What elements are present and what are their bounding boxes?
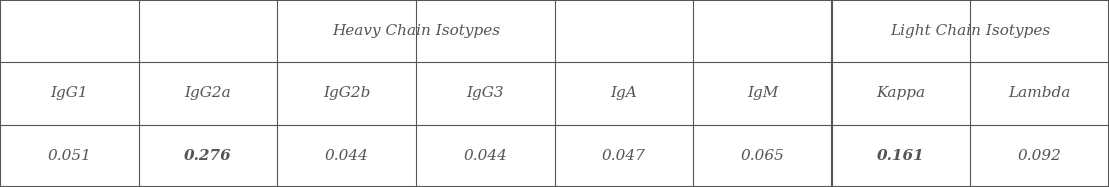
Text: IgG1: IgG1: [51, 86, 88, 100]
Text: Heavy Chain Isotypes: Heavy Chain Isotypes: [332, 24, 500, 38]
Text: 0.276: 0.276: [184, 149, 232, 163]
Text: 0.161: 0.161: [877, 149, 925, 163]
Text: 0.065: 0.065: [741, 149, 784, 163]
Text: 0.047: 0.047: [602, 149, 645, 163]
Text: IgG2b: IgG2b: [323, 86, 370, 100]
Text: Lambda: Lambda: [1008, 86, 1071, 100]
Text: Kappa: Kappa: [876, 86, 926, 100]
Text: IgG3: IgG3: [467, 86, 503, 100]
Text: Light Chain Isotypes: Light Chain Isotypes: [891, 24, 1050, 38]
Text: 0.044: 0.044: [464, 149, 507, 163]
Text: IgG2a: IgG2a: [184, 86, 232, 100]
Text: 0.092: 0.092: [1018, 149, 1061, 163]
Text: 0.051: 0.051: [48, 149, 91, 163]
Text: 0.044: 0.044: [325, 149, 368, 163]
Text: IgM: IgM: [746, 86, 779, 100]
Text: IgA: IgA: [610, 86, 638, 100]
